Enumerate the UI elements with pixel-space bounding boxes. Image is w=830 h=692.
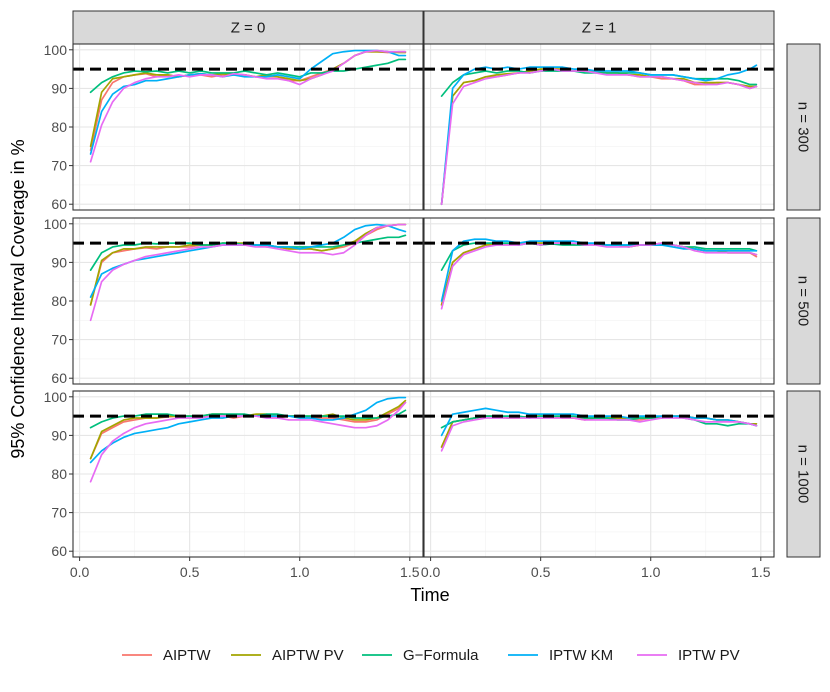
legend-label: G−Formula — [403, 647, 479, 664]
y-tick-label: 100 — [44, 389, 68, 405]
y-tick-label: 70 — [51, 505, 67, 521]
series-line-g-formula — [440, 70, 758, 97]
col-strip-bg — [72, 10, 424, 45]
y-tick-label: 80 — [51, 119, 67, 135]
y-tick-label: 90 — [51, 254, 67, 270]
y-tick-label: 90 — [51, 80, 67, 96]
y-tick-label: 80 — [51, 293, 67, 309]
col-strip-1: Z = 1 — [423, 10, 775, 45]
panel-r2-c1: 0.0 0.5 1.0 1.5 — [421, 390, 775, 580]
y-tick-label: 70 — [51, 332, 67, 348]
legend-item-aiptw-pv: AIPTW PV — [231, 647, 344, 664]
series-line-iptw-km — [89, 49, 407, 155]
y-tick-label: 80 — [51, 466, 67, 482]
row-strip-bg — [786, 43, 821, 211]
row-strip-bg — [786, 217, 821, 385]
legend-label: AIPTW PV — [272, 647, 344, 664]
col-strip-label: Z = 0 — [231, 20, 266, 37]
y-tick-label: 60 — [51, 370, 67, 386]
series-line-iptw-pv — [89, 49, 407, 163]
x-tick-label: 1.0 — [641, 564, 661, 580]
x-tick-label: 0.0 — [421, 564, 441, 580]
col-strip-label: Z = 1 — [582, 20, 617, 37]
series-line-iptw-pv — [440, 417, 758, 452]
legend-item-iptw-pv: IPTW PV — [637, 647, 740, 664]
row-strip-label: n = 500 — [795, 276, 812, 326]
y-tick-label: 90 — [51, 427, 67, 443]
legend-label: IPTW PV — [678, 647, 740, 664]
series-line-iptw-pv — [440, 68, 758, 206]
row-strip-label: n = 300 — [795, 102, 812, 152]
x-tick-label: 0.5 — [180, 564, 200, 580]
x-tick-label: 1.0 — [290, 564, 310, 580]
facet-layer: Z = 0 Z = 1 n = 300 n = 500 n = 1000 60 70 80 90… — [44, 10, 821, 580]
panel-border — [423, 217, 775, 385]
y-tick-label: 100 — [44, 216, 68, 232]
y-axis-title: 95% Confidence Interval Coverage in % — [8, 139, 28, 458]
panel-r1-c0: 60 70 80 90 100 — [44, 216, 424, 386]
y-tick-label: 60 — [51, 196, 67, 212]
series-line-aiptw-pv — [440, 68, 758, 206]
x-tick-label: 0.5 — [531, 564, 551, 580]
panel-border — [423, 43, 775, 211]
y-tick-label: 70 — [51, 158, 67, 174]
legend-item-aiptw: AIPTW — [122, 647, 211, 664]
row-strip-1: n = 500 — [786, 217, 821, 385]
legend-item-g-formula: G−Formula — [362, 647, 479, 664]
series-line-iptw-pv — [440, 242, 758, 310]
x-tick-label: 1.5 — [751, 564, 771, 580]
legend-label: IPTW KM — [549, 647, 613, 664]
col-strip-0: Z = 0 — [72, 10, 424, 45]
x-axis-title: Time — [410, 585, 449, 605]
series-line-iptw-pv — [89, 223, 407, 322]
panel-border — [423, 390, 775, 558]
row-strip-bg — [786, 390, 821, 558]
panel-r0-c1 — [423, 43, 775, 211]
series-line-iptw-km — [89, 223, 407, 298]
panel-r0-c0: 60 70 80 90 100 — [44, 42, 424, 212]
row-strip-0: n = 300 — [786, 43, 821, 211]
panel-r2-c0: 60 70 80 90 100 0.0 0.5 1.0 1.5 — [44, 389, 424, 580]
legend-item-iptw-km: IPTW KM — [508, 647, 613, 664]
y-tick-label: 100 — [44, 42, 68, 58]
y-tick-label: 60 — [51, 543, 67, 559]
panel-r1-c1 — [423, 217, 775, 385]
series-line-g-formula — [89, 58, 407, 94]
legend: AIPTW AIPTW PV G−Formula IPTW KM IPTW PV — [122, 647, 740, 664]
row-strip-2: n = 1000 — [786, 390, 821, 558]
row-strip-label: n = 1000 — [795, 445, 812, 504]
x-tick-label: 1.5 — [400, 564, 420, 580]
col-strip-bg — [423, 10, 775, 45]
x-tick-label: 0.0 — [70, 564, 90, 580]
legend-label: AIPTW — [163, 647, 211, 664]
